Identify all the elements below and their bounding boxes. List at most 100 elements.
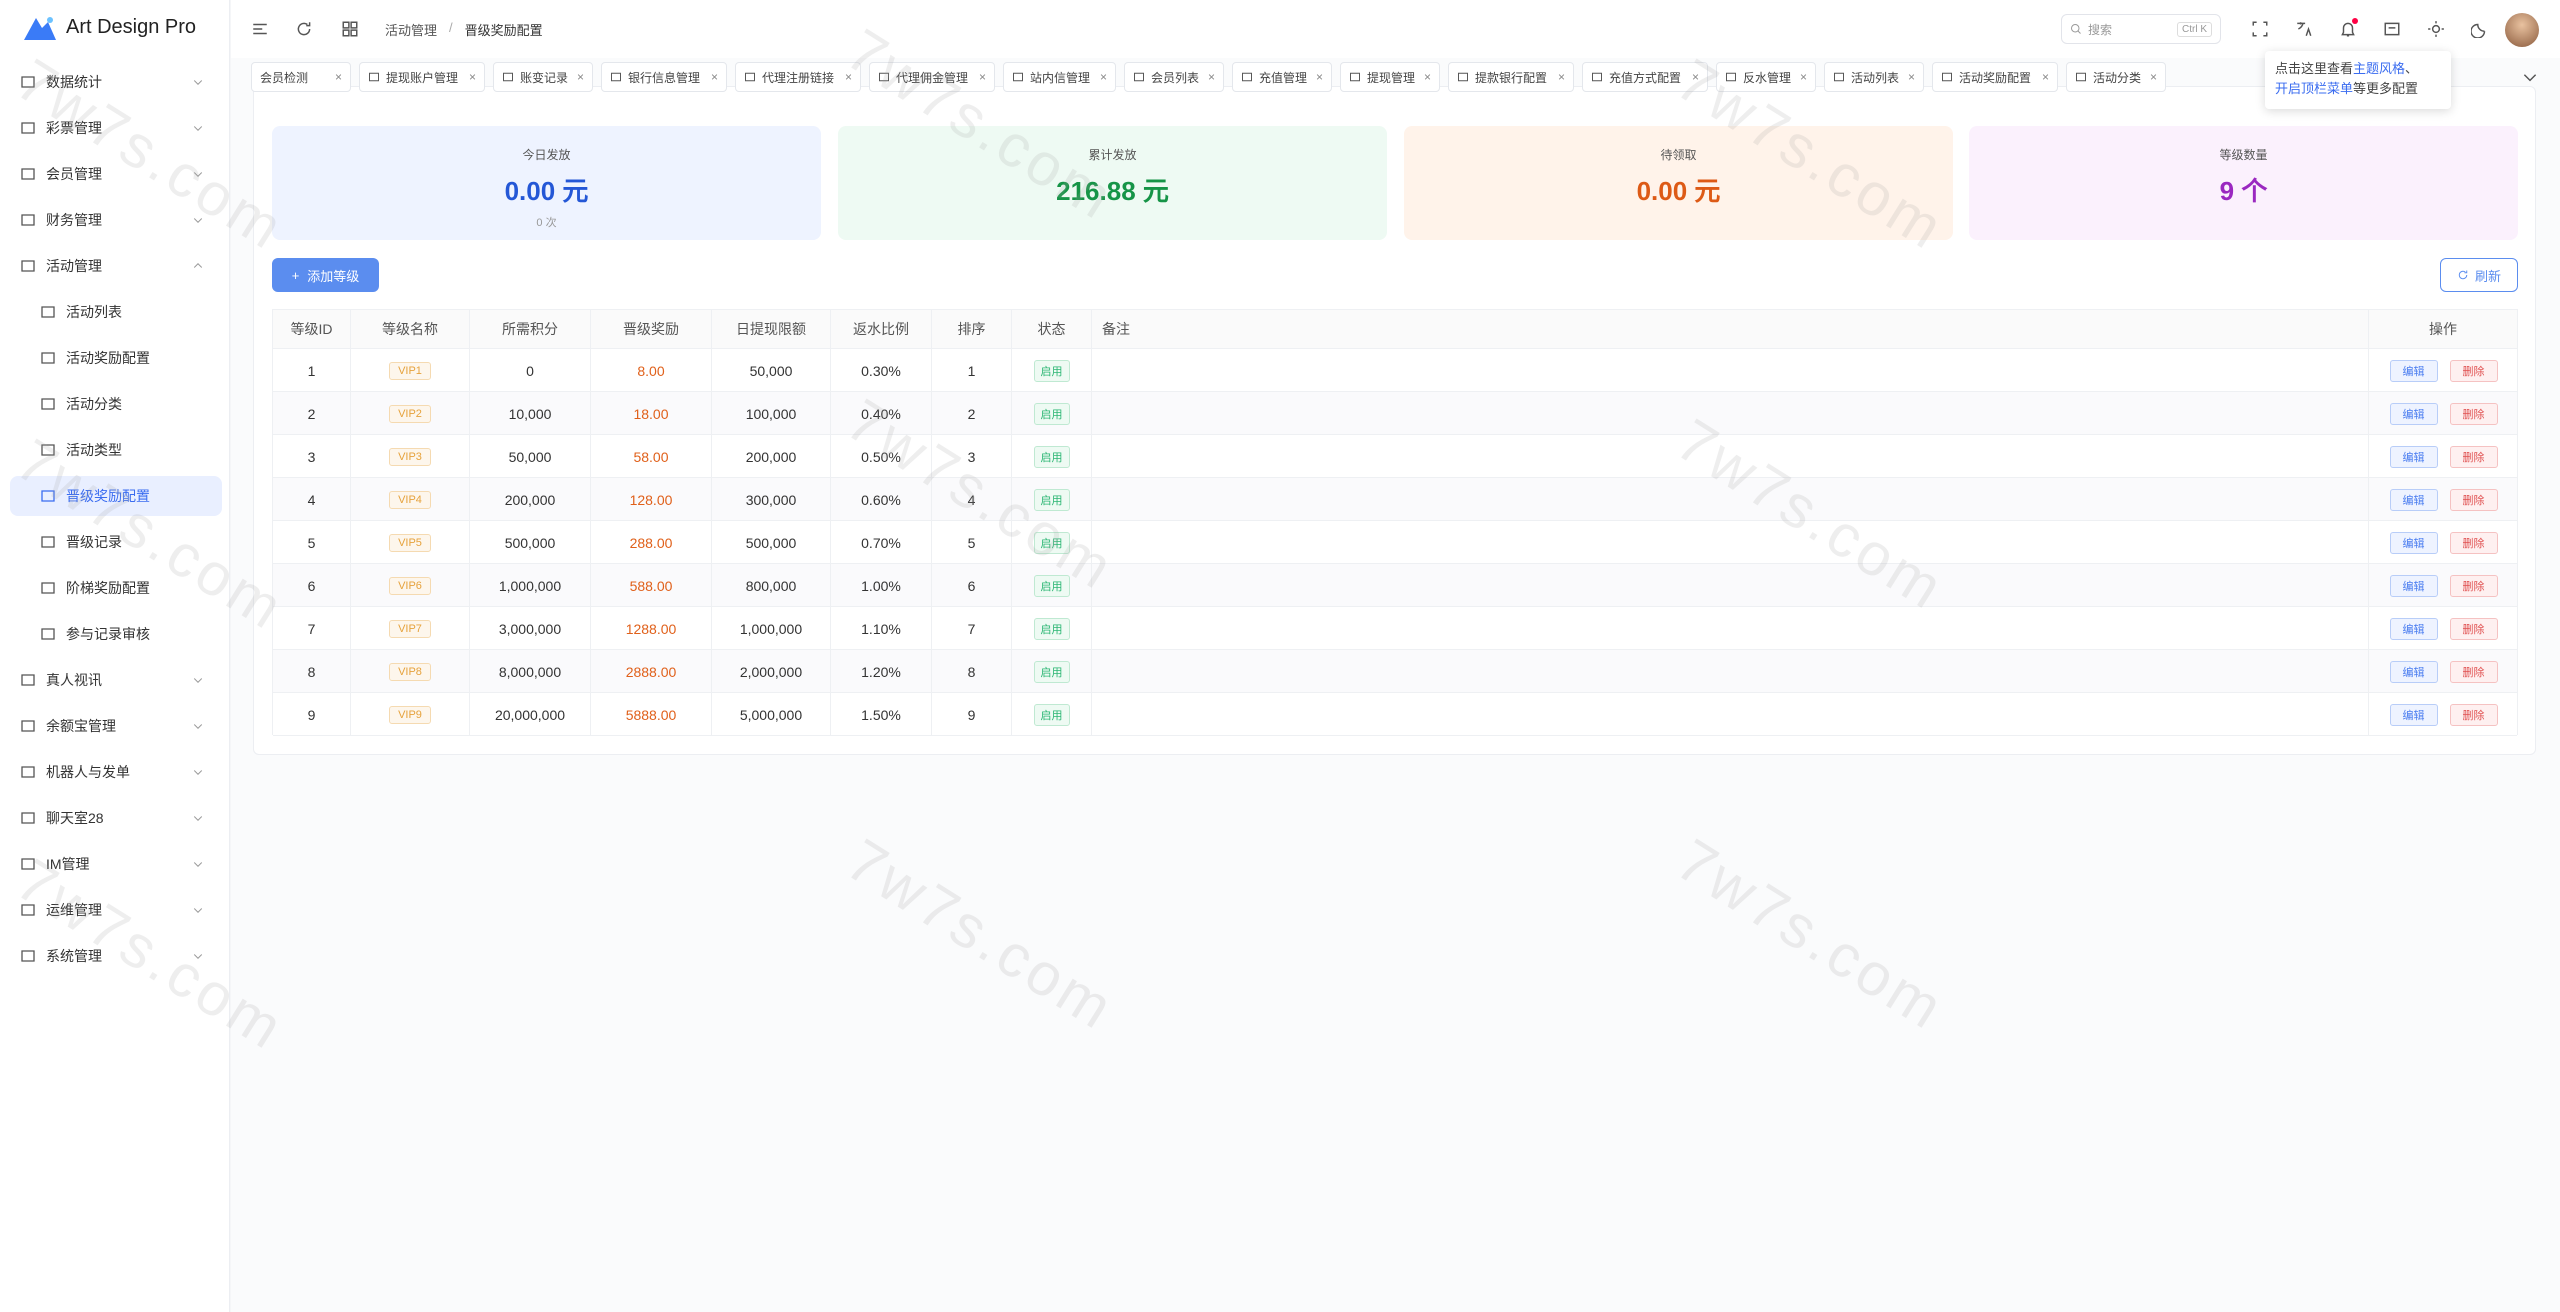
menu-item[interactable]: 余额宝管理 <box>0 706 230 746</box>
table-row <box>273 349 2517 392</box>
cell-text: 588.00 <box>629 577 673 594</box>
status-tag: 启用 <box>1033 574 1070 597</box>
table-cell <box>1092 650 2369 693</box>
edit-button[interactable]: 编辑 <box>2389 488 2438 511</box>
delete-button[interactable]: 删除 <box>2449 445 2498 468</box>
edit-button[interactable]: 编辑 <box>2389 660 2438 683</box>
menu-item[interactable]: 会员管理 <box>0 154 230 194</box>
icon <box>21 260 35 272</box>
status-tag: 启用 <box>1033 402 1070 425</box>
icon <box>41 582 55 594</box>
tab[interactable]: 提款银行配置 × <box>1448 62 1574 92</box>
delete-button[interactable]: 删除 <box>2449 531 2498 554</box>
avatar[interactable] <box>2505 13 2539 47</box>
tab[interactable]: 账变记录 × <box>493 62 593 92</box>
submenu-item[interactable]: 活动奖励配置 <box>0 338 230 378</box>
delete-button[interactable]: 删除 <box>2449 488 2498 511</box>
edit-button[interactable]: 编辑 <box>2389 574 2438 597</box>
menu-item[interactable]: 真人视讯 <box>0 660 230 700</box>
icon <box>745 72 755 82</box>
submenu-item[interactable]: 晋级记录 <box>0 522 230 562</box>
table-cell: 6 <box>932 564 1012 607</box>
edit-button[interactable]: 编辑 <box>2389 402 2438 425</box>
breadcrumb-item[interactable]: 活动管理 <box>385 23 438 38</box>
table-header: 晋级奖励 <box>591 310 712 349</box>
edit-button[interactable]: 编辑 <box>2389 445 2438 468</box>
edit-button[interactable]: 编辑 <box>2389 703 2438 726</box>
stat-label: 今日发放 <box>522 148 571 162</box>
tab[interactable]: 代理注册链接 × <box>735 62 861 92</box>
edit-button[interactable]: 编辑 <box>2389 359 2438 382</box>
tab[interactable]: 反水管理 × <box>1716 62 1816 92</box>
submenu-item[interactable]: 活动分类 <box>0 384 230 424</box>
menu-item[interactable]: 聊天室28 <box>0 798 230 838</box>
add-label: 添加等级 <box>307 268 360 284</box>
tab[interactable]: 活动列表 × <box>1824 62 1924 92</box>
cell-text: 8 <box>307 663 316 680</box>
delete-button[interactable]: 删除 <box>2449 660 2498 683</box>
submenu-item[interactable]: 阶梯奖励配置 <box>0 568 230 608</box>
edit-button[interactable]: 编辑 <box>2389 617 2438 640</box>
tab[interactable]: 活动分类 × <box>2066 62 2166 92</box>
tab[interactable]: 提现管理 × <box>1340 62 1440 92</box>
tooltip-link[interactable]: 主题风格 <box>2353 61 2406 76</box>
tab[interactable]: 会员列表 × <box>1124 62 1224 92</box>
table-cell: 编辑 删除 <box>2369 521 2518 564</box>
refresh-button[interactable]: 刷新 <box>2440 258 2518 292</box>
cell-text: 1.50% <box>861 706 901 723</box>
tab[interactable]: 会员检测 × <box>251 62 351 92</box>
menu-item[interactable]: IM管理 <box>0 844 230 884</box>
tab[interactable]: 代理佣金管理 × <box>869 62 995 92</box>
icon <box>21 76 35 88</box>
submenu-item[interactable]: 活动类型 <box>0 430 230 470</box>
icon <box>193 218 203 223</box>
delete-button[interactable]: 删除 <box>2449 703 2498 726</box>
stat-card: 今日发放 0.00 元 0 次 <box>272 126 821 240</box>
menu-item[interactable]: 彩票管理 <box>0 108 230 148</box>
menu-item[interactable]: 运维管理 <box>0 890 230 930</box>
tab[interactable]: 充值管理 × <box>1232 62 1332 92</box>
menu-item[interactable]: 数据统计 <box>0 62 230 102</box>
submenu-item[interactable]: 活动列表 <box>0 292 230 332</box>
delete-button[interactable]: 删除 <box>2449 402 2498 425</box>
delete-button[interactable]: 删除 <box>2449 359 2498 382</box>
menu-item[interactable]: 机器人与发单 <box>0 752 230 792</box>
icon <box>1350 72 1360 82</box>
cell-text: 20,000,000 <box>494 706 566 723</box>
header <box>231 0 2560 58</box>
tab-label: 代理注册链接 <box>762 70 835 85</box>
menu-item[interactable]: 活动管理 <box>0 246 230 286</box>
stat-card: 等级数量 9 个 <box>1969 126 2518 240</box>
table-cell <box>1092 693 2369 736</box>
icon <box>193 172 203 177</box>
tab[interactable]: 充值方式配置 × <box>1582 62 1708 92</box>
cell-text: 100,000 <box>745 405 797 422</box>
submenu-item[interactable]: 晋级奖励配置 <box>10 476 222 516</box>
table-row <box>273 478 2517 521</box>
menu-item[interactable]: 财务管理 <box>0 200 230 240</box>
cell-text: 58.00 <box>633 448 669 465</box>
stat-card: 累计发放 216.88 元 <box>838 126 1387 240</box>
table-cell: 1.00% <box>831 564 932 607</box>
delete-button[interactable]: 删除 <box>2449 617 2498 640</box>
edit-button[interactable]: 编辑 <box>2389 531 2438 554</box>
delete-button[interactable]: 删除 <box>2449 574 2498 597</box>
table-cell: 启用 <box>1012 607 1092 650</box>
submenu-label: 活动类型 <box>66 442 122 458</box>
submenu-item[interactable]: 参与记录审核 <box>0 614 230 654</box>
tab-close: × <box>1691 70 1699 84</box>
tab[interactable]: 提现账户管理 × <box>359 62 485 92</box>
tab-close: × <box>710 70 718 84</box>
menu-item[interactable]: 系统管理 <box>0 936 230 976</box>
cell-text: 1 <box>307 362 316 379</box>
tab[interactable]: 活动奖励配置 × <box>1932 62 2058 92</box>
add-button[interactable]: + 添加等级 <box>272 258 379 292</box>
tab-close: × <box>1315 70 1323 84</box>
cell-text: 0 <box>526 362 534 379</box>
search-box[interactable]: 搜索 Ctrl K <box>2061 14 2221 44</box>
tab[interactable]: 银行信息管理 × <box>601 62 727 92</box>
tab[interactable]: 站内信管理 × <box>1003 62 1116 92</box>
icon <box>1834 72 1844 82</box>
tooltip-link[interactable]: 开启顶栏菜单 <box>2275 81 2354 96</box>
table-cell: 8,000,000 <box>470 650 591 693</box>
